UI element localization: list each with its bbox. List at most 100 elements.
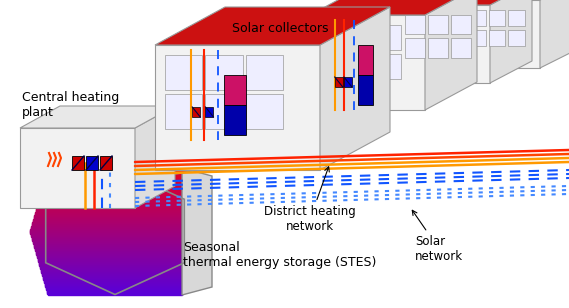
Bar xyxy=(43,276,187,278)
Polygon shape xyxy=(205,107,213,117)
Bar xyxy=(34,245,196,246)
Bar xyxy=(46,286,184,287)
Polygon shape xyxy=(395,5,490,83)
Polygon shape xyxy=(428,15,448,34)
Polygon shape xyxy=(135,106,175,208)
Polygon shape xyxy=(100,156,112,170)
Bar xyxy=(38,260,192,261)
Polygon shape xyxy=(490,0,532,83)
Bar xyxy=(42,187,188,188)
Polygon shape xyxy=(72,156,84,170)
Polygon shape xyxy=(376,54,401,79)
Bar xyxy=(30,232,200,233)
Bar xyxy=(37,205,193,206)
Bar xyxy=(41,269,189,270)
Bar xyxy=(39,199,191,201)
Bar xyxy=(44,280,186,282)
Polygon shape xyxy=(358,75,373,105)
Bar xyxy=(31,228,199,229)
Bar xyxy=(30,231,200,233)
Bar xyxy=(43,185,187,187)
Bar xyxy=(43,275,187,277)
Bar xyxy=(34,216,196,217)
Bar xyxy=(44,181,186,183)
Polygon shape xyxy=(395,0,532,5)
Polygon shape xyxy=(405,15,425,34)
Polygon shape xyxy=(460,0,540,68)
Bar xyxy=(47,292,183,294)
Polygon shape xyxy=(155,45,320,170)
Bar xyxy=(39,262,191,264)
Bar xyxy=(38,203,192,205)
Bar xyxy=(34,244,196,245)
Bar xyxy=(46,173,184,175)
Bar xyxy=(31,233,199,234)
Bar xyxy=(40,266,190,268)
Bar xyxy=(35,247,195,249)
Bar xyxy=(31,227,199,229)
Bar xyxy=(36,207,193,209)
Bar xyxy=(35,250,195,252)
Polygon shape xyxy=(20,128,135,208)
Polygon shape xyxy=(205,55,243,90)
Bar xyxy=(44,180,185,181)
Bar xyxy=(45,177,185,179)
Polygon shape xyxy=(320,54,345,79)
Bar xyxy=(31,225,199,226)
Bar xyxy=(47,289,183,290)
Bar xyxy=(44,179,185,180)
Bar xyxy=(35,212,195,213)
Bar xyxy=(38,202,192,204)
Polygon shape xyxy=(358,45,373,75)
Bar xyxy=(32,221,197,222)
Bar xyxy=(36,252,194,253)
Polygon shape xyxy=(310,0,477,15)
Polygon shape xyxy=(224,105,246,135)
Polygon shape xyxy=(246,55,283,90)
Bar xyxy=(47,170,183,172)
Bar xyxy=(48,293,182,294)
Bar xyxy=(46,287,184,289)
Bar xyxy=(40,195,190,197)
Polygon shape xyxy=(246,94,283,129)
Bar xyxy=(32,237,198,238)
Bar xyxy=(39,261,191,262)
Bar xyxy=(32,238,198,240)
Bar xyxy=(42,271,188,273)
Bar xyxy=(38,201,192,202)
Polygon shape xyxy=(405,38,425,58)
Polygon shape xyxy=(320,25,345,50)
Bar xyxy=(43,278,187,279)
Bar xyxy=(31,235,199,237)
Bar xyxy=(31,226,199,228)
Polygon shape xyxy=(182,168,212,295)
Bar xyxy=(42,190,188,192)
Bar xyxy=(32,222,197,224)
Text: District heating
network: District heating network xyxy=(264,167,356,233)
Polygon shape xyxy=(348,25,373,50)
Bar xyxy=(46,176,184,177)
Bar xyxy=(35,211,195,213)
Bar xyxy=(32,239,197,241)
Text: Solar
network: Solar network xyxy=(413,210,463,263)
Polygon shape xyxy=(509,30,525,46)
Bar xyxy=(43,186,187,188)
Text: Seasonal
thermal energy storage (STES): Seasonal thermal energy storage (STES) xyxy=(183,241,376,269)
Bar xyxy=(47,169,183,171)
Bar xyxy=(41,191,189,192)
Polygon shape xyxy=(348,54,373,79)
Bar xyxy=(38,257,192,258)
Bar xyxy=(33,219,197,221)
Bar xyxy=(46,285,184,286)
Bar xyxy=(36,209,194,210)
Polygon shape xyxy=(489,10,505,26)
Bar xyxy=(39,263,191,265)
Bar xyxy=(42,273,188,274)
Polygon shape xyxy=(20,106,175,128)
Bar xyxy=(41,270,189,271)
Bar xyxy=(37,255,193,257)
Polygon shape xyxy=(310,15,425,110)
Bar xyxy=(47,291,183,293)
Bar xyxy=(35,214,195,216)
Polygon shape xyxy=(470,30,486,46)
